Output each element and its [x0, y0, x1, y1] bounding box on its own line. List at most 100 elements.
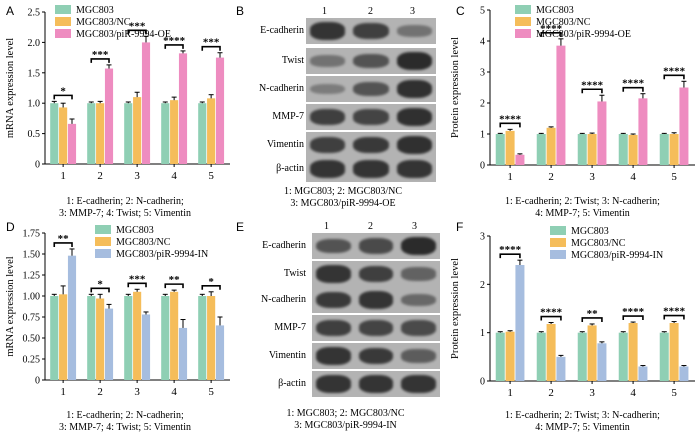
blot-band	[316, 375, 351, 393]
significance-label: ***	[129, 273, 146, 285]
blot-e-lane-1: 1	[324, 221, 329, 232]
blot-protein-label: Vimentin	[266, 139, 304, 150]
y-tick-label: 1	[480, 328, 485, 339]
panel-label-a: A	[6, 4, 15, 18]
x-tick-label: 1	[60, 386, 66, 398]
blot-row-mmp-7: MMP-7	[240, 104, 436, 130]
y-tick-label: 0	[480, 161, 485, 172]
bar	[536, 332, 546, 381]
y-axis-title: mRNA expression level	[5, 38, 16, 138]
blot-strip	[306, 156, 436, 182]
significance-label: ****	[540, 307, 563, 319]
significance-bracket	[540, 32, 562, 37]
x-tick-label: 5	[671, 387, 677, 399]
blot-band	[353, 53, 389, 69]
significance-bracket	[201, 285, 221, 290]
bar	[96, 298, 105, 380]
y-tick-label: 0.5	[28, 129, 41, 140]
legend-entry: MGC803/piR-9994-IN	[116, 249, 208, 260]
blot-band	[396, 160, 432, 178]
bar	[215, 57, 225, 164]
blot-row--actin: β-actin	[240, 156, 436, 182]
blot-band	[310, 136, 346, 154]
y-tick-label: 1.50	[23, 250, 41, 261]
bar	[59, 107, 68, 164]
caption-f-line1: 1: E-cadherin; 2: Twist; 3: N-cadherin;	[505, 410, 660, 421]
legend-entry: MGC803	[536, 5, 574, 16]
bar	[556, 356, 566, 381]
bar	[124, 103, 133, 164]
bar	[170, 100, 179, 164]
significance-label: *	[60, 85, 66, 97]
caption-e: 1: MGC803; 2: MGC803/NC 3: MGC803/piR-99…	[238, 408, 453, 432]
caption-c: 1: E-cadherin; 2: Twist; 3: N-cadherin; …	[470, 196, 695, 220]
legend-swatch	[95, 237, 111, 246]
y-tick-label: 0	[35, 376, 40, 387]
significance-bracket	[622, 86, 644, 92]
x-tick-label: 4	[630, 387, 636, 399]
bar	[587, 325, 597, 381]
significance-bracket	[164, 283, 184, 289]
significance-bracket	[540, 315, 562, 321]
significance-label: *	[208, 276, 214, 288]
blot-band	[353, 136, 389, 154]
bar	[618, 134, 628, 165]
blot-protein-label: β-actin	[278, 378, 306, 389]
y-axis-title: mRNA expression level	[5, 256, 16, 356]
bar	[161, 296, 170, 380]
blot-row-e-cadherin: E-cadherin	[240, 233, 440, 259]
bar	[659, 134, 669, 165]
caption-e-line2: 3: MGC803/piR-9994-IN	[294, 420, 397, 431]
bar	[628, 134, 638, 165]
significance-label: ****	[581, 79, 604, 91]
blot-strip	[306, 104, 436, 130]
x-tick-label: 5	[208, 386, 214, 398]
legend-entry: MGC803/piR-9994-OE	[536, 29, 631, 40]
blot-strip	[306, 18, 436, 44]
blot-protein-label: MMP-7	[272, 111, 304, 122]
bar	[198, 296, 207, 380]
x-tick-label: 4	[630, 171, 636, 183]
bar	[59, 294, 68, 380]
bar	[659, 332, 669, 381]
blot-band	[401, 320, 436, 336]
x-tick-label: 2	[548, 387, 554, 399]
bar	[495, 332, 505, 381]
significance-bracket	[164, 44, 184, 49]
y-tick-label: 1.0	[28, 99, 41, 110]
bar	[87, 296, 96, 380]
significance-label: **	[587, 308, 599, 320]
y-tick-label: 1.25	[23, 271, 41, 282]
significance-label: ****	[622, 306, 645, 318]
bar	[679, 87, 689, 165]
y-tick-label: 3	[480, 68, 485, 79]
legend-entry: MGC803/NC	[76, 17, 131, 28]
x-tick-label: 4	[171, 386, 177, 398]
panel-label-f: F	[456, 220, 464, 234]
caption-b-line2: 3: MGC803/piR-9994-OE	[290, 198, 396, 209]
bar	[556, 45, 566, 165]
legend-swatch	[95, 249, 111, 258]
y-tick-label: 0.75	[23, 313, 41, 324]
bar	[87, 103, 96, 164]
legend-swatch	[95, 225, 111, 234]
blot-band	[401, 293, 436, 307]
blot-protein-label: N-cadherin	[261, 294, 306, 305]
blot-row-vimentin: Vimentin	[240, 343, 440, 369]
caption-b: 1: MGC803; 2: MGC803/NC 3: MGC803/piR-99…	[238, 186, 448, 210]
significance-label: ***	[129, 20, 146, 32]
blot-e-lane-3: 3	[412, 221, 417, 232]
blot-band	[310, 83, 346, 95]
significance-label: **	[58, 233, 70, 245]
caption-d: 1: E-cadherin; 2: N-cadherin; 3: MMP-7; …	[20, 410, 230, 434]
blot-row-twist: Twist	[240, 261, 440, 287]
bar	[170, 291, 179, 380]
bar	[198, 103, 207, 164]
bar	[104, 308, 114, 380]
blot-band	[310, 55, 346, 67]
legend-swatch	[55, 29, 71, 38]
blot-band	[310, 160, 346, 178]
legend-entry: MGC803/NC	[116, 237, 171, 248]
legend-entry: MGC803/piR-9994-IN	[571, 250, 663, 261]
caption-a-line2: 3: MMP-7; 4: Twist; 5: Vimentin	[59, 208, 191, 219]
